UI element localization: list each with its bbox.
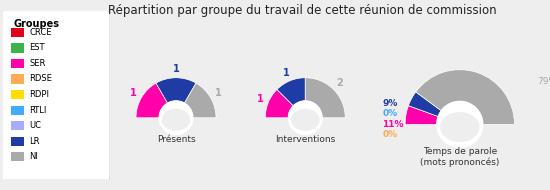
Text: 0%: 0% <box>382 109 397 118</box>
Text: LR: LR <box>30 137 40 146</box>
Text: RTLI: RTLI <box>30 106 47 115</box>
Ellipse shape <box>162 109 190 131</box>
Text: 0%: 0% <box>382 130 397 139</box>
Bar <box>12 137 24 146</box>
FancyBboxPatch shape <box>2 10 110 182</box>
Bar <box>12 28 24 37</box>
Bar <box>12 152 24 161</box>
Text: RDPI: RDPI <box>30 90 50 99</box>
Text: 1: 1 <box>283 68 290 78</box>
Text: Temps de parole
(mots prononcés): Temps de parole (mots prononcés) <box>420 147 499 167</box>
Text: Interventions: Interventions <box>275 135 336 144</box>
Circle shape <box>159 101 193 135</box>
Ellipse shape <box>440 112 480 142</box>
Text: 79%: 79% <box>537 77 550 86</box>
Text: 9%: 9% <box>382 99 398 108</box>
Text: CRCE: CRCE <box>30 28 52 37</box>
Text: 1: 1 <box>257 94 263 104</box>
Ellipse shape <box>291 109 320 131</box>
Text: 1: 1 <box>130 88 137 98</box>
Bar <box>12 74 24 84</box>
Wedge shape <box>416 70 514 124</box>
Wedge shape <box>265 89 293 118</box>
Text: Groupes: Groupes <box>13 19 59 29</box>
Text: Présents: Présents <box>157 135 195 144</box>
Text: SER: SER <box>30 59 46 68</box>
Bar <box>12 59 24 68</box>
Wedge shape <box>136 78 216 118</box>
Wedge shape <box>136 83 168 118</box>
Bar <box>12 121 24 130</box>
Text: 1: 1 <box>173 64 179 74</box>
Text: 11%: 11% <box>382 120 404 129</box>
Wedge shape <box>265 78 345 118</box>
Circle shape <box>288 101 322 135</box>
Bar <box>12 43 24 52</box>
Wedge shape <box>405 70 514 124</box>
Text: Répartition par groupe du travail de cette réunion de commission: Répartition par groupe du travail de cet… <box>108 4 497 17</box>
Wedge shape <box>305 78 345 118</box>
Wedge shape <box>409 92 441 116</box>
Text: EST: EST <box>30 43 45 52</box>
Wedge shape <box>156 78 196 103</box>
Wedge shape <box>277 78 305 106</box>
Bar <box>12 105 24 115</box>
Wedge shape <box>184 83 216 118</box>
Text: UC: UC <box>30 121 42 130</box>
Text: RDSE: RDSE <box>30 74 52 83</box>
Bar <box>12 90 24 99</box>
Text: NI: NI <box>30 152 38 161</box>
Circle shape <box>437 101 483 147</box>
Wedge shape <box>405 106 438 124</box>
Text: 1: 1 <box>215 88 222 98</box>
Text: 2: 2 <box>337 78 343 88</box>
